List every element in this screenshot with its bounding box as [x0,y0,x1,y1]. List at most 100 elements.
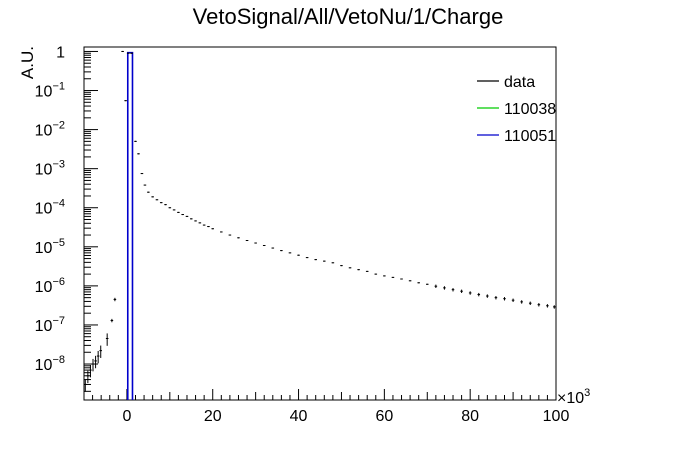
data-point [168,207,172,209]
data-point [280,250,283,252]
x-multiplier-label: ×103 [557,387,590,407]
data-point [211,228,215,230]
data-point [207,226,210,228]
legend: data 110038 110051 [477,74,556,145]
data-point [340,265,343,267]
data-point [443,286,446,290]
data-point [262,245,266,247]
data-point [185,215,189,217]
data-point [194,220,197,222]
data-point [228,234,232,236]
x-tick-label: 80 [461,408,479,425]
data-point [198,222,202,224]
data-point [202,224,206,226]
data-point [99,345,103,358]
data-point [552,305,556,309]
data-point [494,296,498,300]
data-point [220,231,223,233]
data-point [305,257,309,259]
data-point [172,209,176,211]
data-point [94,355,97,369]
legend-label: 110038 [504,101,556,118]
data-point [245,240,249,242]
data-point [113,297,117,302]
data-point [89,364,92,378]
data-point [151,196,154,198]
data-point [177,211,180,213]
data-point [520,300,523,304]
data-point [137,153,140,155]
data-point [468,291,472,295]
x-tick-label: 60 [375,408,393,425]
data-points-layer [84,50,556,392]
data-point [159,202,163,204]
x-tick-label: 20 [204,408,222,425]
data-point [486,294,489,298]
data-point [400,278,403,280]
y-axis-label: A.U. [18,46,37,79]
data-point [408,280,412,282]
data-point [383,275,386,277]
x-tick-label: 40 [290,408,308,425]
data-point [460,289,463,294]
data-point [96,350,100,364]
y-tick-label: 1 [56,44,65,61]
data-point [374,273,378,275]
data-point [314,259,317,261]
legend-label: data [504,74,535,91]
histogram-bar [126,51,134,400]
data-point [254,242,257,244]
data-point [164,204,167,206]
data-point [365,270,369,272]
data-point [434,284,438,289]
data-point [546,304,549,308]
data-point [357,269,360,271]
data-point [451,288,455,292]
data-point [271,247,275,249]
y-tick-label: 10−1 [35,81,65,101]
plot-frame [83,46,557,401]
y-tick-label: 10−2 [35,120,65,140]
data-point [110,318,114,323]
y-axis: 10−8 10−7 10−6 10−5 10−4 10−3 10−2 10−1 1 [35,44,98,392]
y-tick-label: 10−3 [35,159,65,179]
data-point [477,292,481,297]
data-point [84,379,87,392]
data-point [511,298,515,302]
data-point [181,214,184,216]
data-point [126,52,130,54]
data-point [323,260,326,262]
data-point [417,282,420,284]
data-point [130,52,133,54]
y-tick-label: 10−7 [35,315,65,335]
legend-label: 110051 [504,128,556,145]
x-axis: 0 20 40 60 80 100 [83,389,570,425]
data-point [147,191,150,193]
data-point [288,252,292,254]
data-point [391,276,395,278]
data-point [140,173,144,175]
data-point [124,100,127,102]
y-tick-label: 10−5 [35,237,65,257]
data-point [86,370,90,384]
data-point [297,254,300,256]
x-multiplier-exp: 3 [584,387,590,399]
data-point [105,333,109,346]
data-point [143,184,147,186]
x-tick-label: 100 [543,408,570,425]
data-point [134,140,137,142]
data-point [91,358,95,372]
data-point [503,297,506,301]
data-point [348,267,352,269]
data-point [237,237,240,239]
data-point [537,303,541,307]
data-point [528,301,532,306]
histogram-layer [126,51,134,400]
y-tick-label: 10−6 [35,276,65,296]
plot-border [83,46,557,401]
y-tick-label: 10−4 [35,198,65,218]
y-tick-label: 10−8 [35,354,65,374]
x-multiplier-base: ×10 [557,390,584,407]
data-point [331,262,335,264]
data-point [425,283,429,285]
